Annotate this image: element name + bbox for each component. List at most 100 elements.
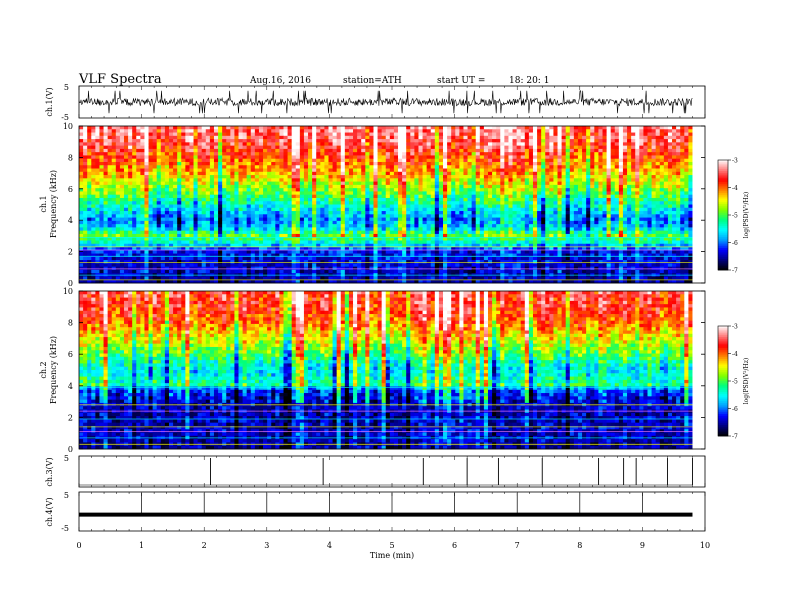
spectrogram-cell xyxy=(123,132,129,137)
spectrogram-cell xyxy=(402,214,407,218)
spectrogram-cell xyxy=(291,224,297,228)
spectrogram-cell xyxy=(627,168,632,173)
spectrogram-cell xyxy=(618,158,624,163)
spectrogram-cell xyxy=(209,175,215,179)
spectrogram-cell xyxy=(438,142,444,147)
spectrogram-cell xyxy=(181,201,186,205)
spectrogram-cell xyxy=(353,158,358,163)
spectrogram-cell xyxy=(434,194,440,199)
spectrogram-cell xyxy=(483,129,489,133)
spectrogram-cell xyxy=(246,165,252,169)
spectrogram-cell xyxy=(308,155,313,160)
spectrogram-cell xyxy=(238,129,243,133)
spectrogram-cell xyxy=(336,230,342,235)
spectrogram-cell xyxy=(541,211,546,215)
spectrogram-cell xyxy=(647,142,652,147)
spectrogram-cell xyxy=(565,211,571,215)
spectrogram-cell xyxy=(111,207,117,212)
spectrogram-cell xyxy=(659,197,665,202)
spectrogram-cell xyxy=(606,155,612,160)
spectrogram-cell xyxy=(680,197,685,202)
spectrogram-cell xyxy=(414,126,419,130)
spectrogram-cell xyxy=(483,132,489,137)
spectrogram-cell xyxy=(459,171,464,176)
spectrogram-cell xyxy=(524,168,530,173)
spectrogram-cell xyxy=(573,165,579,169)
spectrogram-cell xyxy=(107,224,113,228)
spectrogram-cell xyxy=(496,132,501,137)
spectrogram-cell xyxy=(299,224,305,228)
spectrogram-cell xyxy=(389,168,395,173)
spectrogram-cell xyxy=(672,227,677,232)
spectrogram-cell xyxy=(99,194,104,199)
spectrogram-cell xyxy=(209,211,215,215)
spectrogram-cell xyxy=(549,165,554,169)
spectrogram-cell xyxy=(267,188,272,192)
spectrogram-cell xyxy=(594,148,599,153)
spectrogram-cell xyxy=(275,211,280,215)
spectrogram-cell xyxy=(471,194,477,199)
spectrogram-cell xyxy=(234,230,239,235)
spectrogram-cell xyxy=(291,165,297,169)
spectrogram-cell xyxy=(324,201,329,205)
spectrogram-cell xyxy=(312,184,317,189)
spectrogram-cell xyxy=(635,178,640,182)
spectrogram-cell xyxy=(365,204,370,209)
spectrogram-cell xyxy=(226,191,231,196)
spectrogram-cell xyxy=(459,188,464,192)
spectrogram-cell xyxy=(618,135,624,140)
spectrogram-cell xyxy=(218,201,223,205)
spectrogram-cell xyxy=(197,211,203,215)
spectrogram-cell xyxy=(254,197,260,202)
spectrogram-cell xyxy=(651,214,657,218)
spectrogram-cell xyxy=(132,191,137,196)
spectrogram-cell xyxy=(99,227,104,232)
spectrogram-cell xyxy=(263,158,268,163)
spectrogram-cell xyxy=(177,148,182,153)
spectrogram-cell xyxy=(168,142,174,147)
spectrogram-cell xyxy=(532,181,538,186)
spectrogram-cell xyxy=(610,181,616,186)
spectrogram-cell xyxy=(234,168,239,173)
spectrogram-cell xyxy=(676,132,681,137)
spectrogram-cell xyxy=(177,201,182,205)
spectrogram-cell xyxy=(291,135,297,140)
spectrogram-cell xyxy=(676,175,681,179)
spectrogram-cell xyxy=(267,139,272,143)
spectrogram-cell xyxy=(99,191,104,196)
spectrogram-cell xyxy=(226,158,231,163)
spectrogram-cell xyxy=(680,181,685,186)
spectrogram-cell xyxy=(258,220,264,225)
spectrogram-cell xyxy=(406,194,411,199)
spectrogram-cell xyxy=(582,214,587,218)
spectrogram-cell xyxy=(516,220,522,225)
spectrogram-cell xyxy=(680,175,685,179)
spectrogram-cell xyxy=(459,152,464,156)
spectrogram-cell xyxy=(115,220,121,225)
spectrogram-cell xyxy=(385,155,391,160)
spectrogram-cell xyxy=(295,188,301,192)
spectrogram-cell xyxy=(582,132,587,137)
spectrogram-cell xyxy=(455,168,460,173)
spectrogram-cell xyxy=(475,197,481,202)
spectrogram-cell xyxy=(136,184,141,189)
spectrogram-cell xyxy=(181,220,186,225)
spectrogram-cell xyxy=(500,207,505,212)
spectrogram-cell xyxy=(500,184,505,189)
spectrogram-cell xyxy=(602,194,607,199)
spectrogram-cell xyxy=(426,178,432,182)
spectrogram-cell xyxy=(688,161,693,166)
spectrogram-cell xyxy=(393,126,399,130)
spectrogram-cell xyxy=(622,207,628,212)
spectrogram-cell xyxy=(545,194,550,199)
spectrogram-cell xyxy=(532,155,538,160)
spectrogram-cell xyxy=(361,129,366,133)
spectrogram-cell xyxy=(573,135,579,140)
spectrogram-cell xyxy=(295,224,301,228)
spectrogram-cell xyxy=(263,214,268,218)
spectrogram-cell xyxy=(226,188,231,192)
spectrogram-cell xyxy=(303,207,309,212)
spectrogram-cell xyxy=(398,129,403,133)
spectrogram-cell xyxy=(582,148,587,153)
spectrogram-cell xyxy=(144,161,149,166)
